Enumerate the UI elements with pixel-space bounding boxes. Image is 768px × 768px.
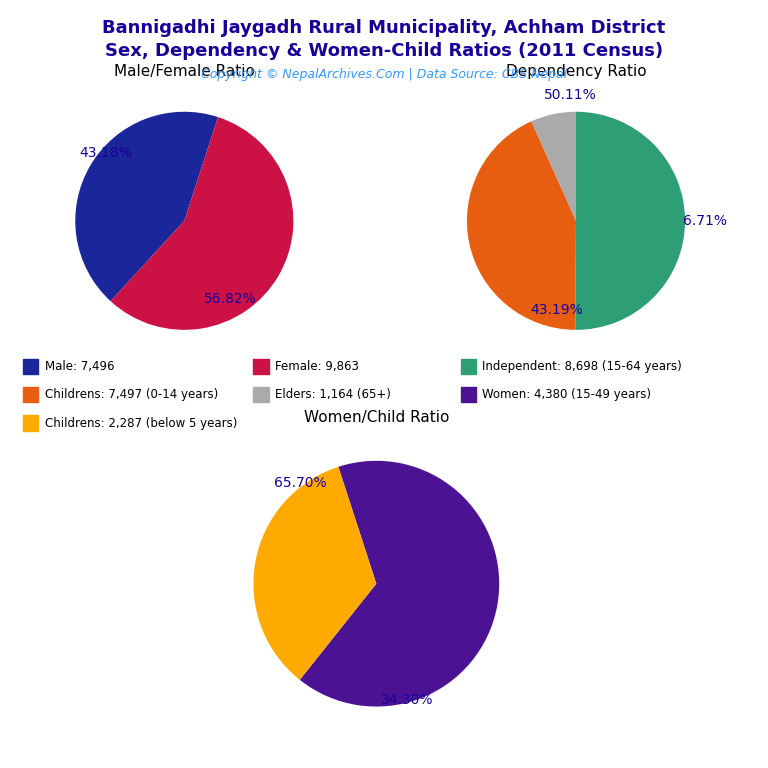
Text: Sex, Dependency & Women-Child Ratios (2011 Census): Sex, Dependency & Women-Child Ratios (20… [105, 42, 663, 60]
Wedge shape [300, 461, 499, 707]
Text: Women: 4,380 (15-49 years): Women: 4,380 (15-49 years) [482, 389, 651, 401]
Text: Male: 7,496: Male: 7,496 [45, 360, 114, 372]
Text: Copyright © NepalArchives.Com | Data Source: CBS Nepal: Copyright © NepalArchives.Com | Data Sou… [201, 68, 567, 81]
Text: Female: 9,863: Female: 9,863 [275, 360, 359, 372]
Text: Independent: 8,698 (15-64 years): Independent: 8,698 (15-64 years) [482, 360, 682, 372]
Wedge shape [75, 112, 218, 301]
Title: Dependency Ratio: Dependency Ratio [505, 65, 647, 79]
Text: Childrens: 7,497 (0-14 years): Childrens: 7,497 (0-14 years) [45, 389, 218, 401]
Wedge shape [253, 467, 376, 680]
Text: 6.71%: 6.71% [683, 214, 727, 228]
Title: Women/Child Ratio: Women/Child Ratio [303, 410, 449, 425]
Text: Bannigadhi Jaygadh Rural Municipality, Achham District: Bannigadhi Jaygadh Rural Municipality, A… [102, 19, 666, 37]
Wedge shape [531, 111, 576, 221]
Title: Male/Female Ratio: Male/Female Ratio [114, 65, 255, 79]
Text: 56.82%: 56.82% [204, 293, 257, 306]
Text: 50.11%: 50.11% [545, 88, 597, 102]
Text: Elders: 1,164 (65+): Elders: 1,164 (65+) [275, 389, 391, 401]
Wedge shape [467, 121, 576, 329]
Text: 43.18%: 43.18% [79, 146, 132, 161]
Text: 65.70%: 65.70% [274, 476, 326, 490]
Text: 34.30%: 34.30% [381, 694, 433, 707]
Wedge shape [575, 111, 685, 329]
Text: 43.19%: 43.19% [530, 303, 583, 317]
Wedge shape [111, 117, 293, 329]
Text: Childrens: 2,287 (below 5 years): Childrens: 2,287 (below 5 years) [45, 417, 237, 429]
